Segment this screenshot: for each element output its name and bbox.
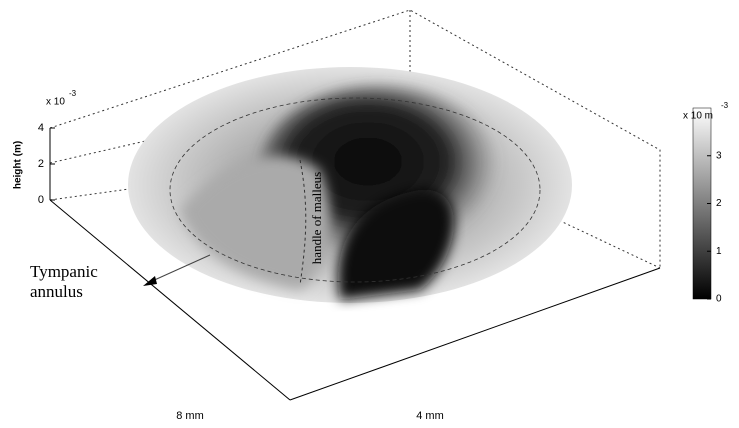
y-axis-label: 8 mm — [176, 410, 204, 422]
chart: handle of malleus height (m) x 10 -3 4 m… — [0, 0, 739, 428]
colorbar-exponent: -3 — [721, 101, 729, 110]
z-tick-label: 2 — [38, 158, 44, 170]
z-tick-label: 4 — [38, 122, 44, 134]
figure: handle of malleus height (m) x 10 -3 4 m… — [0, 0, 739, 428]
colorbar-tick-label: 2 — [716, 198, 722, 209]
colorbar-tick-label: 0 — [716, 294, 722, 305]
z-tick-label: 0 — [38, 194, 44, 206]
x-axis-label: 4 mm — [416, 410, 444, 422]
z-axis-label: height (m) — [13, 141, 24, 189]
colorbar-tick-label: 3 — [716, 150, 722, 161]
annotation: handle of malleus — [309, 172, 324, 264]
z-exponent: -3 — [69, 89, 77, 98]
colorbar-label: x 10 m — [683, 111, 713, 122]
annotation: Tympanic annulus — [30, 262, 120, 302]
z-multiplier: x 10 — [46, 97, 65, 108]
colorbar-tick-label: 1 — [716, 246, 722, 257]
surface — [128, 67, 572, 303]
